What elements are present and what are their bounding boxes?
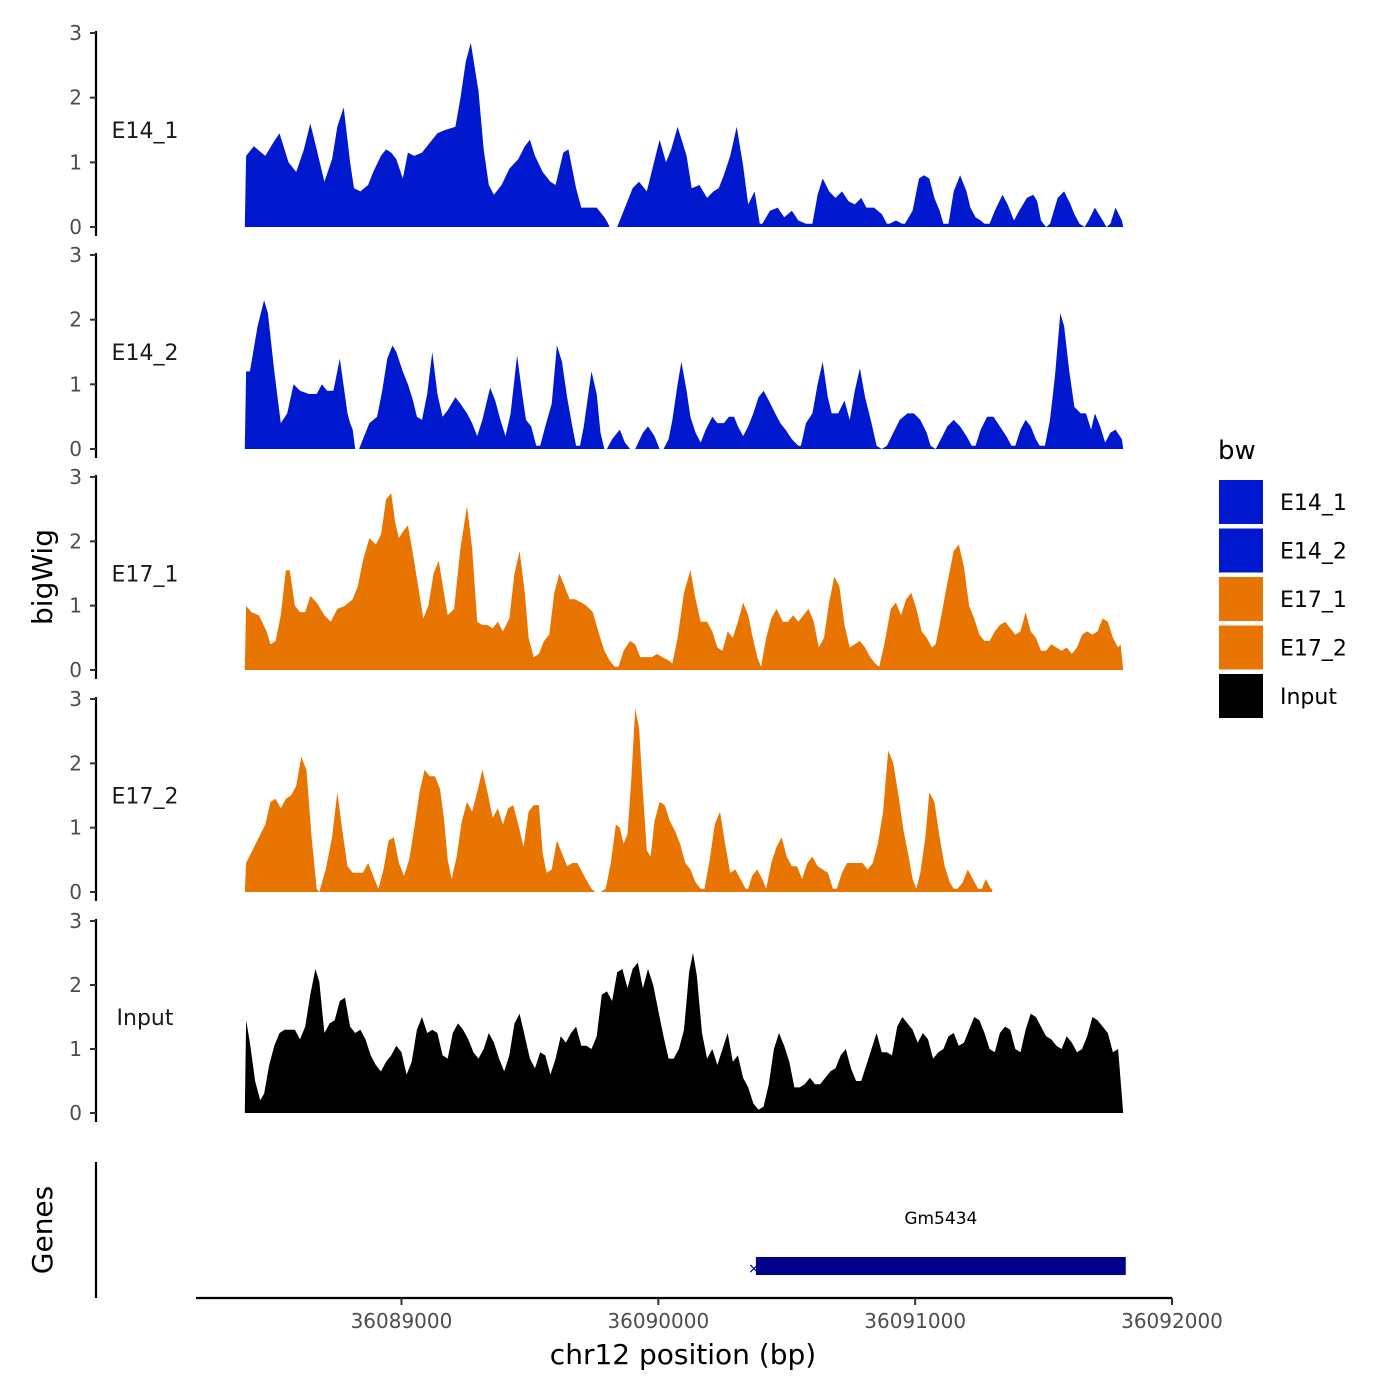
x-axis-title: chr12 position (bp) <box>550 1338 816 1371</box>
y-tick-label: 3 <box>69 465 82 489</box>
legend-swatch <box>1219 625 1263 670</box>
legend-label: E17_1 <box>1280 588 1347 613</box>
legend-swatch <box>1219 480 1263 524</box>
x-tick-label: 36091000 <box>864 1309 966 1333</box>
y-tick-label: 2 <box>69 529 82 553</box>
gene-label: Gm5434 <box>904 1209 977 1229</box>
signal-area <box>244 42 1124 228</box>
track-label: E14_1 <box>112 119 179 144</box>
strand-mark: › <box>1121 1261 1127 1277</box>
legend-item: E17_2 <box>1219 625 1347 670</box>
track-e14-2: 0 1 2 3 E14_2 <box>69 243 1124 461</box>
legend-swatch <box>1219 528 1263 573</box>
y-tick-label: 2 <box>69 751 82 775</box>
y-tick-label: 2 <box>69 308 82 332</box>
genes-axis-title: Genes <box>26 1186 59 1274</box>
y-tick-label: 3 <box>69 21 82 45</box>
y-tick-label: 0 <box>69 1101 82 1125</box>
y-tick-label: 2 <box>69 86 82 110</box>
legend-swatch <box>1219 674 1263 718</box>
strand-mark: × <box>748 1261 760 1277</box>
y-tick-label: 2 <box>69 973 82 997</box>
signal-tracks: 0 1 2 3 E14_1 0 1 2 3 E14_2 0 1 2 3 E17_1 0 1 2 3 E17_2 0 1 2 3… <box>69 21 1124 1125</box>
legend-item: E14_2 <box>1219 528 1347 573</box>
x-tick-label: 36090000 <box>607 1309 709 1333</box>
y-tick-label: 0 <box>69 437 82 461</box>
track-label: E14_2 <box>112 341 179 366</box>
legend-item: Input <box>1219 674 1337 718</box>
y-tick-label: 1 <box>69 372 82 396</box>
legend-label: E14_2 <box>1280 540 1347 565</box>
track-input: 0 1 2 3 Input <box>69 909 1124 1125</box>
signal-area <box>244 493 1124 670</box>
signal-area <box>244 708 993 892</box>
y-axis-title: bigWig <box>26 529 59 625</box>
y-tick-label: 0 <box>69 880 82 904</box>
genes-track: Gm5434 × › <box>94 1162 1127 1298</box>
signal-area <box>244 300 1124 449</box>
legend-title: bw <box>1218 436 1256 466</box>
y-tick-label: 1 <box>69 1037 82 1061</box>
y-tick-label: 1 <box>69 150 82 174</box>
y-tick-label: 0 <box>69 658 82 682</box>
legend-label: E17_2 <box>1280 637 1347 662</box>
legend-item: E17_1 <box>1219 577 1347 621</box>
legend-item: E14_1 <box>1219 480 1347 524</box>
y-tick-label: 1 <box>69 816 82 840</box>
x-tick-label: 36089000 <box>351 1309 453 1333</box>
gene-body <box>755 1257 1126 1275</box>
y-tick-label: 3 <box>69 243 82 267</box>
legend-label: E14_1 <box>1280 491 1347 516</box>
track-e17-2: 0 1 2 3 E17_2 <box>69 687 993 904</box>
track-label: Input <box>117 1006 174 1031</box>
x-axis: 36089000 36090000 36091000 36092000 <box>196 1296 1223 1333</box>
legend: bw E14_1 E14_2 E17_1 E17_2 Input <box>1218 436 1347 718</box>
y-tick-label: 3 <box>69 687 82 711</box>
track-label: E17_1 <box>112 563 179 588</box>
y-tick-label: 1 <box>69 594 82 618</box>
signal-area <box>244 953 1124 1113</box>
gene-gm5434: Gm5434 × › <box>748 1209 1127 1277</box>
y-tick-label: 0 <box>69 215 82 239</box>
y-tick-label: 3 <box>69 909 82 933</box>
x-tick-label: 36092000 <box>1121 1309 1223 1333</box>
legend-swatch <box>1219 577 1263 621</box>
track-e14-1: 0 1 2 3 E14_1 <box>69 21 1124 239</box>
track-label: E17_2 <box>112 785 179 810</box>
track-e17-1: 0 1 2 3 E17_1 <box>69 465 1124 682</box>
legend-label: Input <box>1280 685 1337 710</box>
